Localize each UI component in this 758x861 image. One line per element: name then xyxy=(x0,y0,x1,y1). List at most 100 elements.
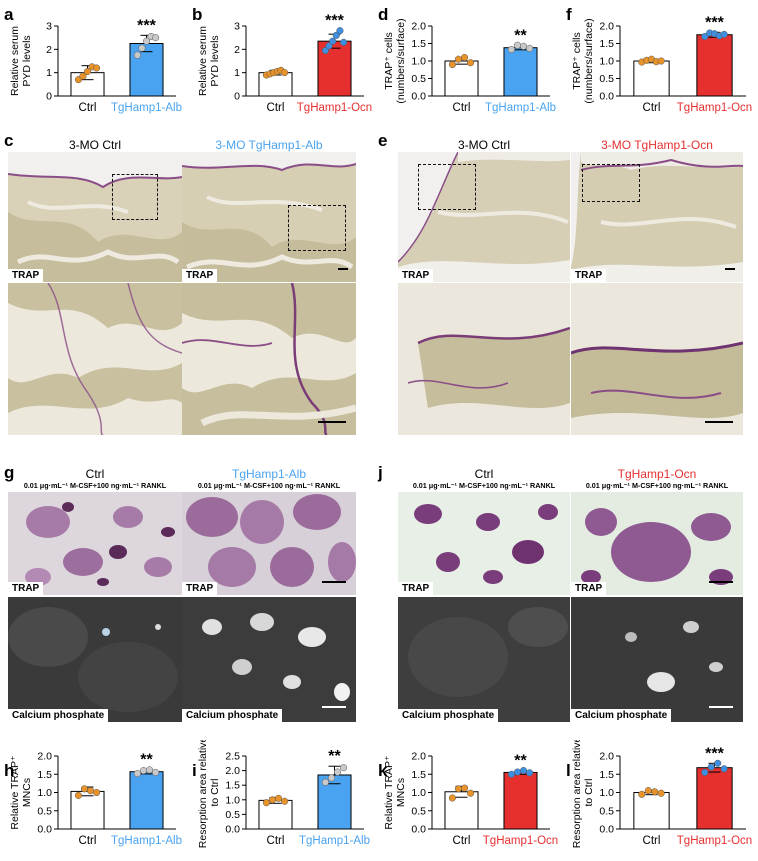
y-axis-label-line: TRAP⁺ cells xyxy=(383,32,395,89)
culture-g-tg-calcium: Calcium phosphate xyxy=(182,597,356,722)
trap-tag-j-tg: TRAP xyxy=(571,582,607,595)
condition-j-ctrl: 0.01 μg·mL⁻¹ M-CSF+100 ng·mL⁻¹ RANKL xyxy=(412,481,556,490)
y-tick-label: 0.0 xyxy=(411,824,426,836)
data-point xyxy=(507,770,515,778)
y-tick-label: 2.0 xyxy=(411,21,426,33)
title-g-tg: TgHamp1-Alb xyxy=(231,467,307,481)
bar xyxy=(129,771,164,830)
data-point xyxy=(467,59,475,67)
x-tick-label: Ctrl xyxy=(79,102,97,114)
y-tick-label: 0.0 xyxy=(225,824,240,836)
bar xyxy=(70,72,105,97)
data-point xyxy=(513,768,522,776)
title-c-tg: 3-MO TgHamp1-Alb xyxy=(215,138,323,152)
panel-label-h: h xyxy=(4,761,15,780)
y-tick-label: 0.5 xyxy=(37,805,52,817)
y-axis-label-line: Relative TRAP⁺ xyxy=(383,755,395,830)
zoom-box-e-tg xyxy=(582,164,640,202)
y-tick-label: 1.0 xyxy=(411,56,426,68)
trap-tag-e-tg: TRAP xyxy=(571,269,607,282)
calcium-tag-g-tg: Calcium phosphate xyxy=(182,709,283,722)
y-tick-label: 1.5 xyxy=(225,780,240,792)
scale-bar-e-zoom xyxy=(705,421,733,423)
culture-j-tg-trap: TRAP xyxy=(571,492,743,595)
data-point xyxy=(448,794,456,802)
title-e-ctrl: 3-MO Ctrl xyxy=(458,138,510,152)
x-tick-label: TgHamp1-Ocn xyxy=(297,102,372,114)
data-point xyxy=(454,55,463,63)
y-tick-label: 2.5 xyxy=(225,751,240,763)
y-tick-label: 1.0 xyxy=(225,794,240,806)
y-tick-label: 2.0 xyxy=(411,751,426,763)
condition-g-ctrl: 0.01 μg·mL⁻¹ M-CSF+100 ng·mL⁻¹ RANKL xyxy=(23,481,167,490)
y-tick-label: 3 xyxy=(46,21,52,33)
bar xyxy=(696,34,733,97)
y-axis-label-line: (numbers/surface) xyxy=(395,18,407,103)
y-tick-label: 1.0 xyxy=(411,787,426,799)
x-tick-label: TgHamp1-Alb xyxy=(485,102,556,114)
chart-i-resorption: Resorption area relativeto Ctrl 0.0 0.5 1.0… xyxy=(197,740,370,848)
panel-label-b: b xyxy=(192,5,203,24)
y-tick-label: 0.0 xyxy=(37,824,52,836)
scale-bar-c-zoom xyxy=(318,421,346,423)
title-c-ctrl: 3-MO Ctrl xyxy=(69,138,121,152)
x-tick-label: Ctrl xyxy=(643,835,661,847)
data-point xyxy=(644,787,652,795)
y-tick-label: 1.5 xyxy=(599,769,614,781)
culture-g-ctrl-calcium: Calcium phosphate xyxy=(8,597,182,722)
y-tick-label: 1.5 xyxy=(599,38,614,50)
data-point xyxy=(79,72,87,80)
data-point xyxy=(707,763,715,771)
zoom-box-c-ctrl xyxy=(112,174,158,220)
x-tick-label: TgHamp1-Ocn xyxy=(677,102,752,114)
data-point xyxy=(74,791,82,799)
trap-tag-c-ctrl: TRAP xyxy=(8,269,44,282)
y-axis-label-line: TRAP⁺ cells xyxy=(571,32,583,89)
y-tick-label: 2 xyxy=(234,44,240,56)
histology-e-tg-overview: TRAP xyxy=(571,152,743,282)
bar xyxy=(633,792,670,830)
scale-bar-j xyxy=(709,581,733,583)
data-point xyxy=(152,34,160,42)
y-axis-label: TRAP⁺ cells(numbers/surface) xyxy=(571,18,595,103)
significance-marker: ** xyxy=(514,27,527,44)
y-tick-label: 2.0 xyxy=(599,751,614,763)
y-tick-label: 2.0 xyxy=(599,21,614,33)
culture-g-tg-trap: TRAP xyxy=(182,492,356,595)
y-axis-label: Relative TRAP⁺MNCs xyxy=(9,755,33,830)
y-tick-label: 3 xyxy=(234,21,240,33)
chart-a-serum-pyd: Relative serumPYD levels 0 1 2 3 Ctrl TgHamp1-… xyxy=(9,17,182,114)
data-point xyxy=(336,27,344,35)
title-j-tg: TgHamp1-Ocn xyxy=(617,467,697,481)
y-tick-label: 1.0 xyxy=(599,787,614,799)
panel-label-a: a xyxy=(4,5,14,24)
histology-c-tg-overview: TRAP xyxy=(182,152,356,282)
y-axis-label: Relative serumPYD levels xyxy=(197,26,221,96)
chart-k-trap-mncs: Relative TRAP⁺MNCs 0.0 0.5 1.0 1.5 2.0 Ctrl TgH… xyxy=(383,751,558,848)
y-axis-label: Relative serumPYD levels xyxy=(9,26,33,96)
data-point xyxy=(332,31,340,39)
x-tick-label: TgHamp1-Ocn xyxy=(483,835,558,847)
calcium-tag-j-tg: Calcium phosphate xyxy=(571,709,672,722)
histology-e-ctrl-zoom xyxy=(398,283,570,435)
data-point xyxy=(454,785,463,793)
x-tick-label: Ctrl xyxy=(267,102,285,114)
x-tick-label: TgHamp1-Alb xyxy=(299,835,370,847)
y-tick-label: 0.0 xyxy=(599,824,614,836)
data-point xyxy=(638,790,646,798)
data-point xyxy=(281,69,289,77)
y-tick-label: 2 xyxy=(46,44,52,56)
bar xyxy=(633,60,670,97)
y-tick-label: 1.5 xyxy=(411,38,426,50)
data-point xyxy=(145,766,154,774)
panel-label-j: j xyxy=(378,463,383,482)
significance-marker: *** xyxy=(325,13,344,30)
data-point xyxy=(142,37,151,45)
panel-label-l: l xyxy=(566,761,571,780)
y-tick-label: 0 xyxy=(46,91,52,103)
y-tick-label: 0.5 xyxy=(411,73,426,85)
culture-j-ctrl-trap: TRAP xyxy=(398,492,570,595)
y-axis-label-line: MNCs xyxy=(395,778,407,807)
data-point xyxy=(460,784,469,792)
data-point xyxy=(651,788,659,796)
